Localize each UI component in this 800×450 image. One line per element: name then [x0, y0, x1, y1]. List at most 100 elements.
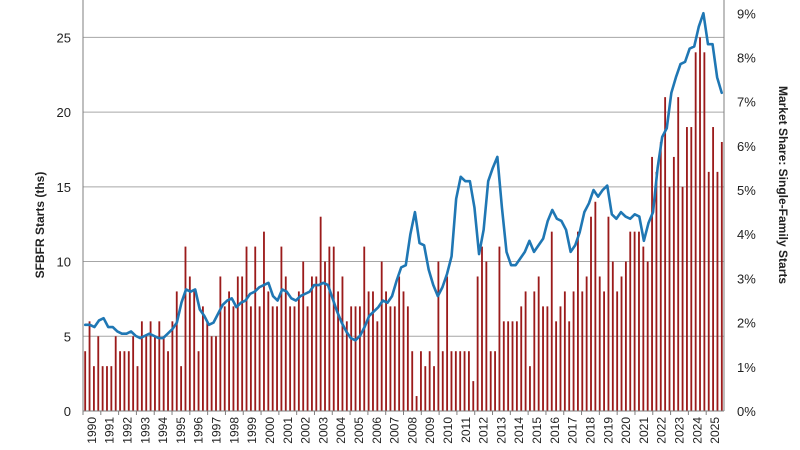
bar	[328, 246, 331, 411]
bar	[454, 351, 457, 411]
bar	[638, 231, 640, 411]
bar	[529, 366, 531, 411]
bar	[563, 291, 566, 411]
right-axis-ticks: 0% 1% 2% 3% 4% 5% 6% 7% 8% 9%	[737, 6, 756, 419]
bar	[136, 366, 139, 411]
left-tick-label: 0	[64, 404, 71, 419]
bar	[568, 321, 571, 411]
bar	[415, 396, 418, 411]
bar	[411, 351, 414, 411]
bar	[311, 276, 313, 411]
bar	[84, 351, 87, 411]
bar	[550, 231, 553, 411]
bar	[577, 231, 579, 411]
x-tick-label: 2020	[619, 417, 633, 444]
bar	[668, 186, 671, 411]
bar	[546, 306, 549, 411]
bar	[533, 291, 536, 411]
bar	[293, 306, 296, 411]
bar	[158, 321, 161, 411]
bar	[219, 276, 222, 411]
bar	[555, 321, 558, 411]
bar	[441, 351, 444, 411]
left-tick-label: 20	[57, 105, 71, 120]
bar	[193, 291, 196, 411]
bar	[372, 291, 374, 411]
bar	[97, 336, 100, 411]
bar	[616, 291, 619, 411]
left-tick-label: 5	[64, 329, 71, 344]
right-tick-label: 3%	[737, 271, 756, 286]
right-tick-label: 1%	[737, 360, 756, 375]
bar	[197, 351, 200, 411]
bar	[267, 291, 270, 411]
bar	[354, 306, 357, 411]
bar	[498, 246, 501, 411]
right-tick-label: 6%	[737, 139, 756, 154]
bar	[476, 276, 479, 411]
bar	[302, 261, 305, 411]
axes	[82, 0, 725, 415]
bar	[520, 306, 523, 411]
x-tick-label: 2001	[281, 417, 295, 444]
x-axis-ticks: 1990 1991 1992 1993 1994 1995 1996 1997 1998 1999…	[85, 417, 722, 444]
bar	[280, 246, 283, 411]
bar	[123, 351, 126, 411]
x-tick-label: 2010	[441, 417, 455, 444]
bar	[341, 276, 344, 411]
x-tick-label: 2002	[299, 417, 313, 444]
bar	[376, 321, 379, 411]
bar	[184, 246, 187, 411]
bar	[620, 276, 623, 411]
bar	[467, 351, 470, 411]
bar	[106, 366, 108, 411]
bar	[358, 306, 361, 411]
x-tick-label: 2016	[548, 417, 562, 444]
bar	[306, 306, 309, 411]
bar	[424, 366, 427, 411]
x-tick-label: 2025	[708, 417, 722, 444]
bar	[145, 336, 148, 411]
x-tick-label: 2007	[388, 417, 402, 444]
bar	[276, 306, 278, 411]
bar	[507, 321, 510, 411]
bar	[542, 306, 544, 411]
bar	[681, 186, 684, 411]
x-tick-label: 2009	[423, 417, 437, 444]
x-tick-label: 1998	[227, 417, 241, 444]
bar	[249, 306, 252, 411]
bar	[188, 276, 191, 411]
bar	[215, 336, 217, 411]
bar	[672, 156, 675, 411]
bar	[175, 291, 178, 411]
bar	[629, 231, 632, 411]
bar-series	[84, 37, 723, 412]
x-tick-label: 2000	[263, 417, 277, 444]
bar	[712, 127, 715, 411]
bar	[149, 321, 152, 411]
bar	[690, 127, 693, 411]
x-tick-label: 2017	[566, 417, 580, 444]
x-tick-label: 2006	[370, 417, 384, 444]
right-tick-label: 0%	[737, 404, 756, 419]
x-tick-label: 1994	[156, 417, 170, 444]
bar	[607, 216, 610, 411]
bar	[524, 291, 527, 411]
x-tick-label: 2005	[352, 417, 366, 444]
bar	[210, 336, 213, 411]
bar	[393, 306, 396, 411]
bar	[594, 201, 597, 411]
x-tick-label: 2012	[477, 417, 491, 444]
x-tick-label: 2013	[494, 417, 508, 444]
bar	[367, 291, 370, 411]
bar	[699, 37, 701, 411]
x-tick-label: 1993	[138, 417, 152, 444]
bar	[459, 351, 462, 411]
right-axis-title: Market Share: Single-Family Starts	[776, 86, 790, 284]
bar	[324, 261, 326, 411]
bar	[319, 216, 322, 411]
x-tick-label: 1990	[85, 417, 99, 444]
bar	[603, 291, 606, 411]
